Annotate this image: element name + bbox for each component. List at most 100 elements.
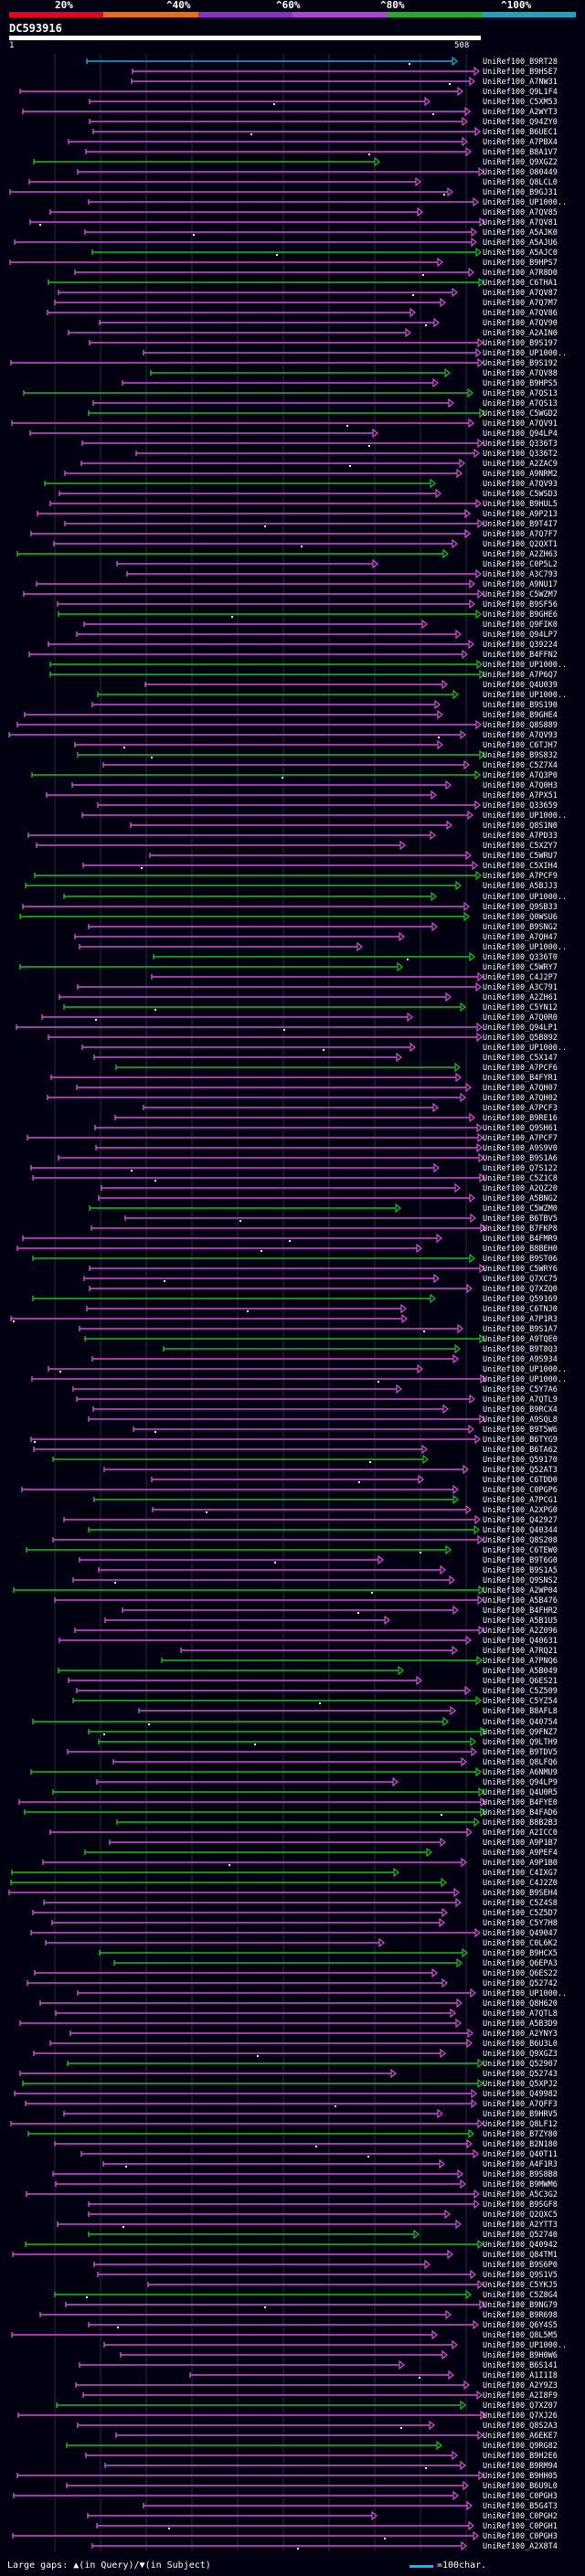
hit-label[interactable]: UniRef100_A7PCF7 — [483, 1134, 558, 1143]
hit-label[interactable]: UniRef100_A2Y9Z3 — [483, 2381, 558, 2390]
hit-label[interactable]: UniRef100_B6S141 — [483, 2361, 558, 2370]
hit-label[interactable]: UniRef100_Q59169 — [483, 1295, 558, 1304]
hit-label[interactable]: UniRef100_Q7XC75 — [483, 1275, 558, 1284]
hit-label[interactable]: UniRef100_B4FAD6 — [483, 1808, 558, 1818]
hit-label[interactable]: UniRef100_A9S9V0 — [483, 1144, 558, 1153]
hit-label[interactable]: UniRef100_C5Z509 — [483, 1687, 558, 1696]
hit-label[interactable]: UniRef100_B9S192 — [483, 359, 558, 368]
hit-label[interactable]: UniRef100_B9R698 — [483, 2311, 558, 2320]
hit-label[interactable]: UniRef100_Q336T3 — [483, 440, 558, 449]
hit-label[interactable]: UniRef100_Q8S208 — [483, 1536, 558, 1545]
hit-label[interactable]: UniRef100_A7P6Q7 — [483, 671, 558, 680]
hit-label[interactable]: UniRef100_B9GHE4 — [483, 711, 558, 720]
hit-label[interactable]: UniRef100_C5XZY7 — [483, 842, 558, 851]
hit-label[interactable]: UniRef100_B9HH05 — [483, 2472, 558, 2481]
hit-label[interactable]: UniRef100_B9S1A6 — [483, 1154, 558, 1163]
hit-label[interactable]: UniRef100_B9T8Q3 — [483, 1345, 558, 1354]
hit-label[interactable]: UniRef100_A7QH07 — [483, 1084, 558, 1093]
hit-label[interactable]: UniRef100_UP1000.. — [483, 1365, 567, 1374]
hit-label[interactable]: UniRef100_B9GHE6 — [483, 610, 558, 620]
hit-label[interactable]: UniRef100_B9ST06 — [483, 1255, 558, 1264]
hit-label[interactable]: UniRef100_C5WRY6 — [483, 1265, 558, 1274]
hit-label[interactable]: UniRef100_Q7XJ26 — [483, 2412, 558, 2421]
hit-label[interactable]: UniRef100_A9P1B7 — [483, 1839, 558, 1848]
hit-label[interactable]: UniRef100_B9S8B8 — [483, 2170, 558, 2179]
hit-label[interactable]: UniRef100_B4FFN2 — [483, 651, 558, 660]
hit-label[interactable]: UniRef100_C0PGP6 — [483, 1486, 558, 1495]
hit-label[interactable]: UniRef100_A5BJJ3 — [483, 882, 558, 891]
hit-label[interactable]: UniRef100_C5WRY7 — [483, 963, 558, 972]
hit-label[interactable]: UniRef100_B9SEH4 — [483, 1889, 558, 1898]
hit-label[interactable]: UniRef100_A6EKE7 — [483, 2432, 558, 2441]
hit-label[interactable]: UniRef100_A7RQ21 — [483, 1647, 558, 1656]
hit-label[interactable]: UniRef100_A9P1B0 — [483, 1859, 558, 1868]
hit-label[interactable]: UniRef100_UP1000.. — [483, 198, 567, 207]
hit-label[interactable]: UniRef100_Q9RG82 — [483, 2442, 558, 2451]
hit-label[interactable]: UniRef100_Q40754 — [483, 1718, 558, 1727]
hit-label[interactable]: UniRef100_C5Z8G4 — [483, 2291, 558, 2300]
hit-label[interactable]: UniRef100_C5XM53 — [483, 98, 558, 107]
hit-label[interactable]: UniRef100_A7Q3P0 — [483, 771, 558, 780]
hit-label[interactable]: UniRef100_A2ZH63 — [483, 550, 558, 559]
hit-label[interactable]: UniRef100_Q94ZY0 — [483, 118, 558, 127]
hit-label[interactable]: UniRef100_A5BNG2 — [483, 1194, 558, 1203]
hit-label[interactable]: UniRef100_UP1000.. — [483, 691, 567, 700]
hit-label[interactable]: UniRef100_Q39224 — [483, 641, 558, 650]
hit-label[interactable]: UniRef100_A2QZ20 — [483, 1184, 558, 1193]
hit-label[interactable]: UniRef100_A7QV93 — [483, 480, 558, 489]
hit-label[interactable]: UniRef100_Q2QXC5 — [483, 2210, 558, 2220]
hit-label[interactable]: UniRef100_Q336T2 — [483, 450, 558, 459]
hit-label[interactable]: UniRef100_A7QTL8 — [483, 2009, 558, 2019]
hit-label[interactable]: UniRef100_UP1000.. — [483, 1044, 567, 1053]
hit-label[interactable]: UniRef100_C5XIH4 — [483, 862, 558, 871]
hit-label[interactable]: UniRef100_C0PGH1 — [483, 2522, 558, 2531]
hit-label[interactable]: UniRef100_A7QV88 — [483, 369, 558, 378]
hit-label[interactable]: UniRef100_A5B049 — [483, 1667, 558, 1676]
hit-label[interactable]: UniRef100_B9TDV5 — [483, 1748, 558, 1757]
hit-label[interactable]: UniRef100_A7QV91 — [483, 419, 558, 429]
hit-label[interactable]: UniRef100_A9S934 — [483, 1355, 558, 1364]
hit-label[interactable]: UniRef100_A9SQL8 — [483, 1415, 558, 1425]
hit-label[interactable]: UniRef100_B9HCX5 — [483, 1949, 558, 1958]
hit-label[interactable]: UniRef100_C4J2P7 — [483, 973, 558, 982]
hit-label[interactable]: UniRef100_A9P213 — [483, 510, 558, 519]
hit-label[interactable]: UniRef100_A7R8D0 — [483, 269, 558, 278]
hit-label[interactable]: UniRef100_UP1000.. — [483, 661, 567, 670]
hit-label[interactable]: UniRef100_Q8H620 — [483, 1999, 558, 2009]
hit-label[interactable]: UniRef100_A2YNY3 — [483, 2030, 558, 2039]
hit-label[interactable]: UniRef100_B6TA62 — [483, 1446, 558, 1455]
hit-label[interactable]: UniRef100_A5B476 — [483, 1596, 558, 1606]
hit-label[interactable]: UniRef100_UP1000.. — [483, 1375, 567, 1384]
hit-label[interactable]: UniRef100_A2ICC0 — [483, 1829, 558, 1838]
hit-label[interactable]: UniRef100_Q52AT3 — [483, 1466, 558, 1475]
hit-label[interactable]: UniRef100_Q40942 — [483, 2241, 558, 2250]
hit-label[interactable]: UniRef100_B2N180 — [483, 2140, 558, 2149]
hit-label[interactable]: UniRef100_Q9FIK0 — [483, 620, 558, 630]
hit-label[interactable]: UniRef100_Q9SH61 — [483, 1124, 558, 1133]
hit-label[interactable]: UniRef100_A7QV87 — [483, 289, 558, 298]
hit-label[interactable]: UniRef100_B4FYE0 — [483, 1798, 558, 1807]
hit-label[interactable]: UniRef100_C6TNJ0 — [483, 1305, 558, 1314]
hit-label[interactable]: UniRef100_Q0WSU6 — [483, 913, 558, 922]
hit-label[interactable]: UniRef100_C5Y7H8 — [483, 1919, 558, 1928]
hit-label[interactable]: UniRef100_A7PBX4 — [483, 138, 558, 147]
hit-label[interactable]: UniRef100_UP1000.. — [483, 811, 567, 821]
hit-label[interactable]: UniRef100_C0PGH2 — [483, 2512, 558, 2521]
hit-label[interactable]: UniRef100_B9SNG2 — [483, 923, 558, 932]
hit-label[interactable]: UniRef100_Q9LTH9 — [483, 1738, 558, 1747]
hit-label[interactable]: UniRef100_A5AJK0 — [483, 228, 558, 238]
hit-label[interactable]: UniRef100_Q52740 — [483, 2231, 558, 2240]
hit-label[interactable]: UniRef100_A5B3D9 — [483, 2019, 558, 2029]
hit-label[interactable]: UniRef100_A9TQE0 — [483, 1335, 558, 1344]
hit-label[interactable]: UniRef100_C6THA1 — [483, 279, 558, 288]
hit-label[interactable]: UniRef100_C6TJH7 — [483, 741, 558, 750]
hit-label[interactable]: UniRef100_B7FKP8 — [483, 1224, 558, 1234]
hit-label[interactable]: UniRef100_Q40T11 — [483, 2150, 558, 2159]
hit-label[interactable]: UniRef100_B8A1V7 — [483, 148, 558, 157]
hit-label[interactable]: UniRef100_A5C3G2 — [483, 2190, 558, 2200]
hit-label[interactable]: UniRef100_B5G4T3 — [483, 2502, 558, 2511]
hit-label[interactable]: UniRef100_B9HPS5 — [483, 379, 558, 388]
hit-label[interactable]: UniRef100_A5AJC0 — [483, 249, 558, 258]
hit-label[interactable]: UniRef100_C5WSD3 — [483, 490, 558, 499]
hit-label[interactable]: UniRef100_UP1000.. — [483, 349, 567, 358]
